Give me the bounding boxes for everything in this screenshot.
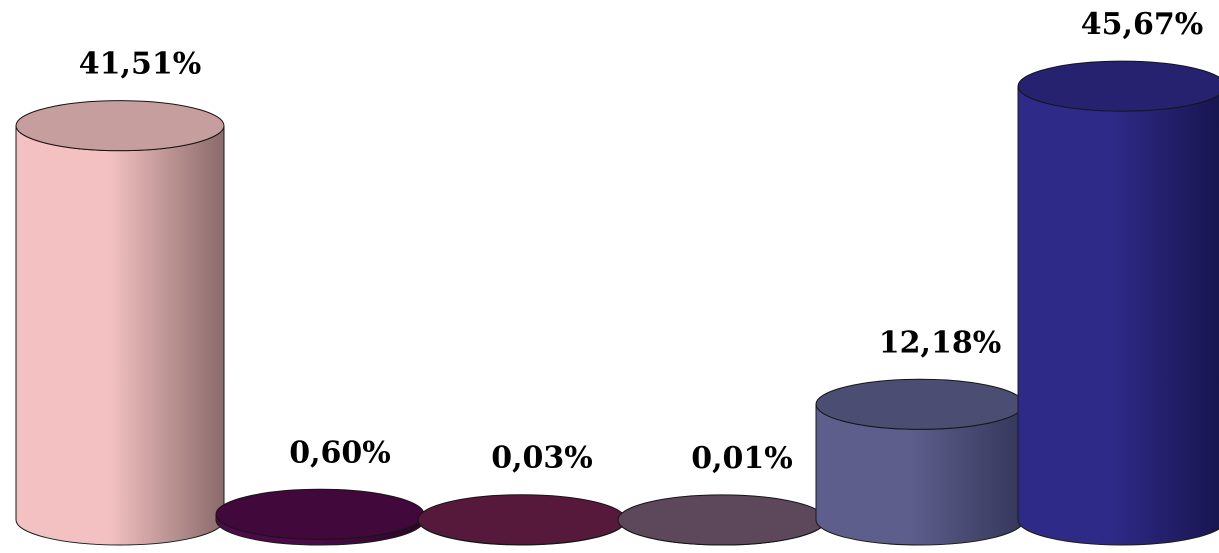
data-label-4: 0,01%	[691, 441, 793, 476]
cylinder-top	[1017, 60, 1219, 112]
cylinder-top	[15, 100, 225, 152]
data-label-6: 45,67%	[1081, 7, 1203, 42]
cylinder-top	[417, 494, 627, 546]
data-label-3: 0,03%	[491, 441, 593, 476]
cylinder-bar-1	[15, 100, 225, 546]
cylinder-bar-4	[617, 494, 827, 546]
cylinder-bar-5	[815, 378, 1025, 546]
cylinder-top	[815, 378, 1025, 430]
cylinder-bar-6	[1017, 60, 1219, 546]
cylinder-top	[617, 494, 827, 546]
cylinder-side	[1017, 86, 1219, 546]
bars-group	[15, 60, 1219, 546]
cylinder-bar-3	[417, 494, 627, 546]
cylinder-top	[215, 488, 425, 540]
data-label-2: 0,60%	[289, 435, 391, 470]
cylinder-side	[15, 125, 225, 546]
data-label-5: 12,18%	[879, 325, 1001, 360]
cylinder-bar-2	[215, 488, 425, 546]
data-labels-group: 41,51% 0,60% 0,03% 0,01% 12,18% 45,67%	[79, 7, 1203, 476]
data-label-1: 41,51%	[79, 47, 201, 82]
